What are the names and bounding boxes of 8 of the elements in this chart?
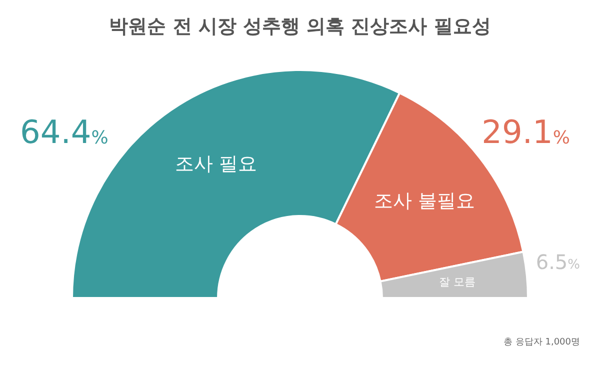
- data-label: 6.5%: [536, 250, 580, 274]
- data-label: 64.4%: [20, 113, 108, 151]
- slice-label: 잘 모름: [438, 275, 476, 288]
- chart-title: 박원순 전 시장 성추행 의혹 진상조사 필요성: [109, 16, 491, 38]
- data-label: 29.1%: [482, 113, 570, 151]
- text: 총 응답자 1,000명: [504, 338, 580, 348]
- slice-label: 조사 불필요: [374, 190, 476, 212]
- slice-label: 조사 필요: [175, 153, 258, 176]
